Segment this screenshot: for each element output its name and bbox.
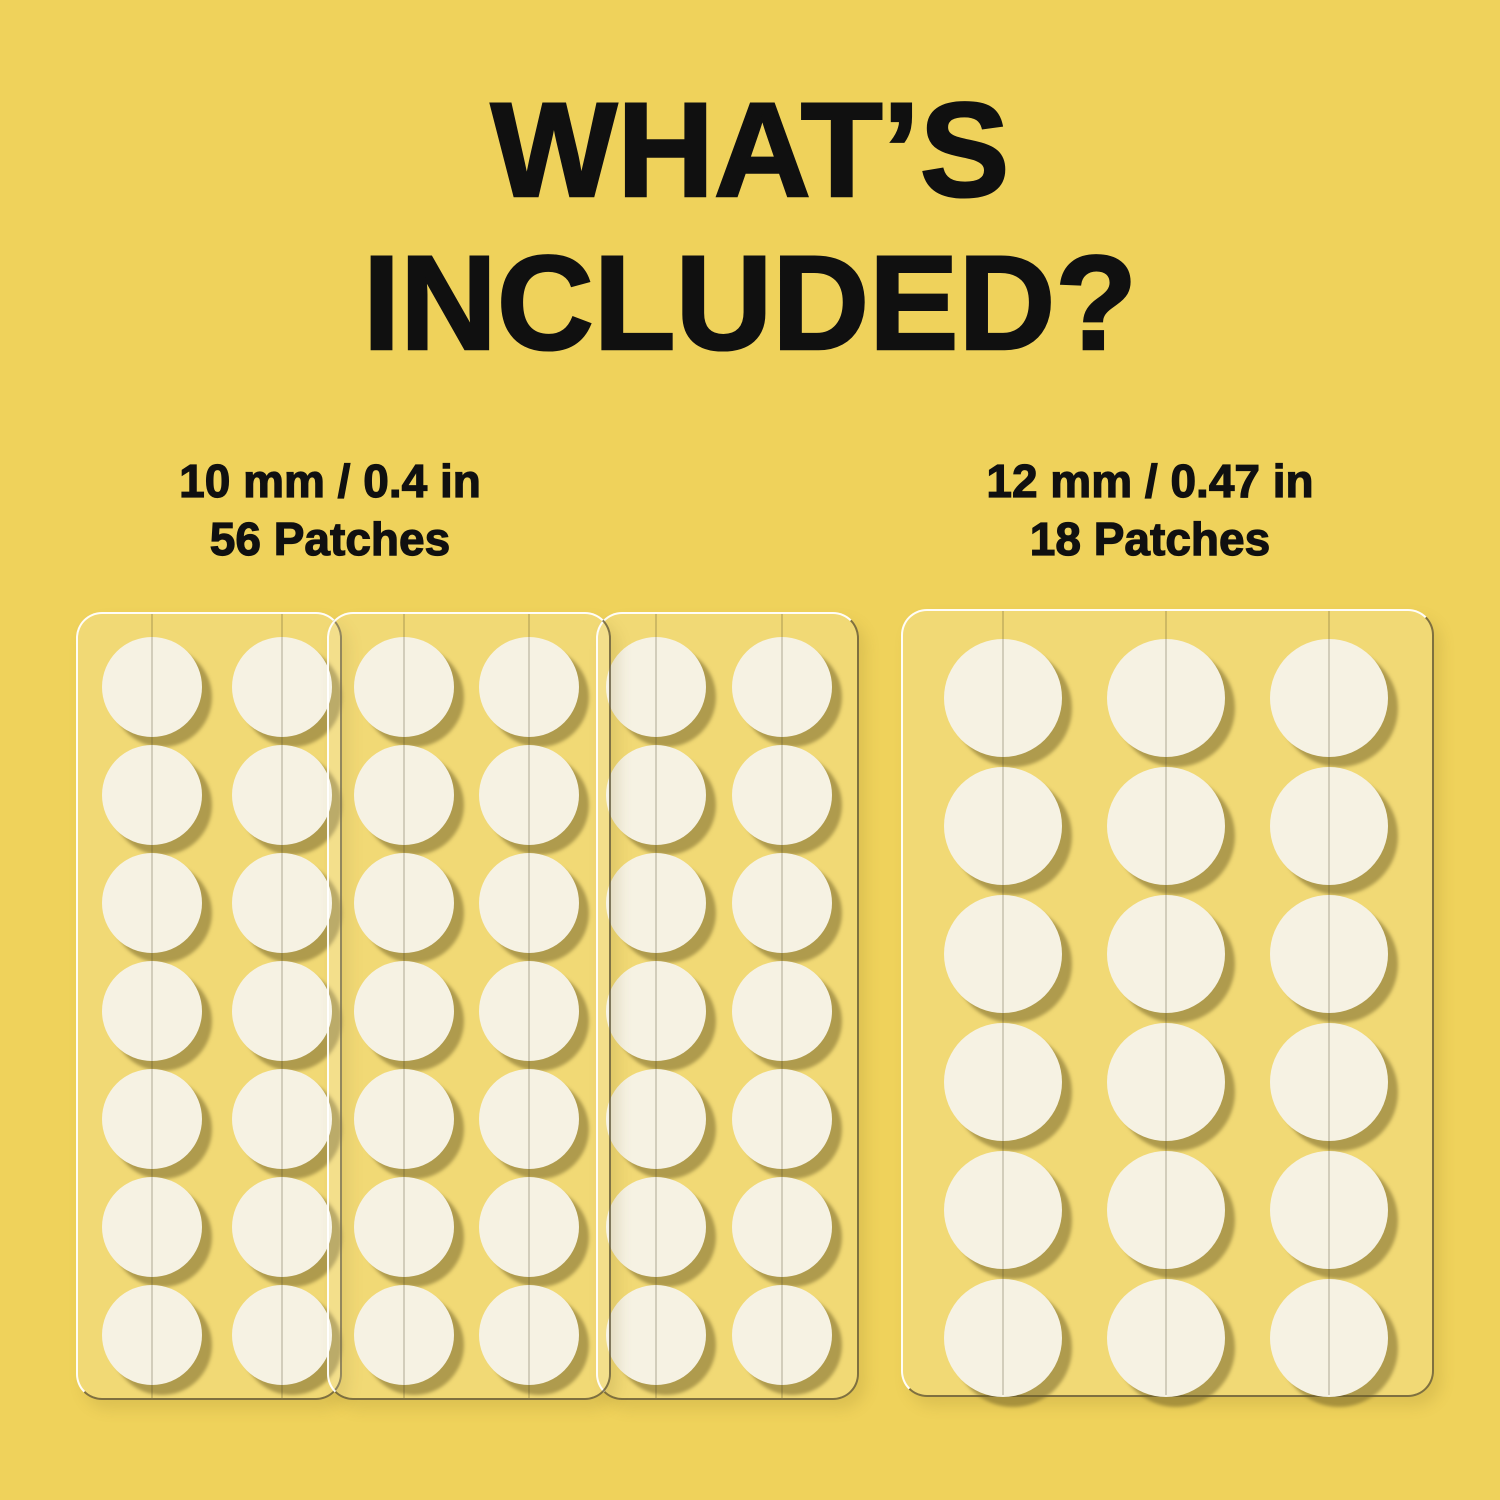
patch-circle — [102, 961, 202, 1061]
patch-circle — [1270, 1279, 1388, 1397]
patch-circle — [1107, 767, 1225, 885]
patch-circle — [232, 961, 332, 1061]
patch-circle — [354, 1177, 454, 1277]
title-line-1: WHAT’S — [489, 75, 1010, 227]
patch-circle — [944, 1279, 1062, 1397]
patch-circle — [354, 637, 454, 737]
patch-circle — [1270, 1151, 1388, 1269]
patch-circle — [1107, 1279, 1225, 1397]
patch-circle — [354, 1069, 454, 1169]
patch-circle — [1270, 1023, 1388, 1141]
patch-sheet-right — [901, 609, 1434, 1397]
right-group-label: 12 mm / 0.47 in 18 Patches — [900, 452, 1400, 568]
patch-circle — [732, 961, 832, 1061]
patch-circle — [354, 745, 454, 845]
left-group-label: 10 mm / 0.4 in 56 Patches — [80, 452, 580, 568]
patch-circle — [732, 1285, 832, 1385]
patch-circle — [732, 745, 832, 845]
patch-circle — [944, 1023, 1062, 1141]
patch-circle — [354, 1285, 454, 1385]
patch-circle — [606, 1285, 706, 1385]
peel-divider-line — [281, 614, 283, 1398]
patch-circle — [1107, 1023, 1225, 1141]
peel-divider-line — [1165, 611, 1167, 1395]
patch-circle — [479, 1069, 579, 1169]
patch-circle — [732, 1069, 832, 1169]
patch-circle — [606, 1177, 706, 1277]
patch-circle — [1107, 639, 1225, 757]
patch-circle — [354, 961, 454, 1061]
patch-circle — [479, 745, 579, 845]
patch-circle — [102, 745, 202, 845]
patch-circle — [479, 961, 579, 1061]
patch-circle — [232, 637, 332, 737]
patch-circle — [102, 637, 202, 737]
left-size-text: 10 mm / 0.4 in — [179, 454, 482, 507]
patch-circle — [944, 767, 1062, 885]
patch-circle — [232, 1177, 332, 1277]
peel-divider-line — [1328, 611, 1330, 1395]
patch-circle — [606, 637, 706, 737]
patch-circle — [732, 637, 832, 737]
title-line-2: INCLUDED? — [362, 228, 1139, 380]
peel-divider-line — [528, 614, 530, 1398]
patch-circle — [232, 1069, 332, 1169]
patch-circle — [1270, 895, 1388, 1013]
patch-circle — [606, 745, 706, 845]
right-count-text: 18 Patches — [1029, 512, 1271, 565]
patch-circle — [606, 961, 706, 1061]
patch-circle — [102, 1069, 202, 1169]
patch-circle — [479, 853, 579, 953]
patch-circle — [102, 1177, 202, 1277]
patch-circle — [732, 1177, 832, 1277]
patch-sheet-left — [76, 612, 342, 1400]
peel-divider-line — [655, 614, 657, 1398]
patch-circle — [1270, 767, 1388, 885]
patch-circle — [102, 853, 202, 953]
page-title: WHAT’S INCLUDED? — [0, 74, 1500, 380]
patch-circle — [944, 895, 1062, 1013]
peel-divider-line — [151, 614, 153, 1398]
patch-circle — [232, 745, 332, 845]
patch-circle — [606, 853, 706, 953]
patch-circle — [732, 853, 832, 953]
patch-circle — [479, 637, 579, 737]
patch-sheet-left — [596, 612, 859, 1400]
peel-divider-line — [781, 614, 783, 1398]
peel-divider-line — [1002, 611, 1004, 1395]
patch-circle — [354, 853, 454, 953]
patch-circle — [606, 1069, 706, 1169]
left-count-text: 56 Patches — [209, 512, 451, 565]
patch-circle — [1107, 1151, 1225, 1269]
patch-circle — [944, 1151, 1062, 1269]
patch-circle — [232, 1285, 332, 1385]
patch-circle — [1107, 895, 1225, 1013]
patch-circle — [1270, 639, 1388, 757]
patch-circle — [479, 1177, 579, 1277]
peel-divider-line — [403, 614, 405, 1398]
patch-sheet-left — [327, 612, 611, 1400]
patch-circle — [232, 853, 332, 953]
patch-circle — [102, 1285, 202, 1385]
right-size-text: 12 mm / 0.47 in — [986, 454, 1314, 507]
patch-circle — [944, 639, 1062, 757]
patch-circle — [479, 1285, 579, 1385]
